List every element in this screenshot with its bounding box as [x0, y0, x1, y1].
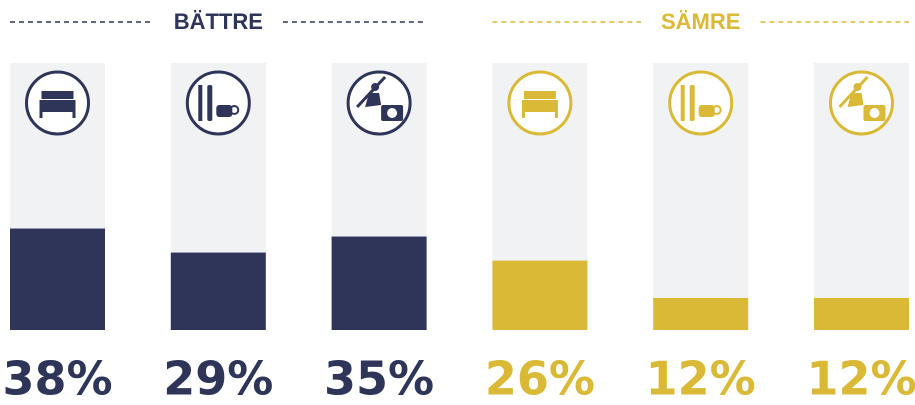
legend-label: BÄTTRE	[174, 9, 263, 34]
icon-part	[554, 112, 558, 118]
value-label: 38%	[2, 352, 112, 405]
icon-part	[521, 112, 525, 118]
icon-part	[198, 85, 203, 121]
value-label: 29%	[163, 352, 273, 405]
bar	[331, 236, 427, 330]
icon-ring	[668, 70, 734, 136]
icon-part	[521, 100, 558, 112]
icon-part	[689, 85, 695, 121]
icon-part	[216, 105, 233, 117]
icon-part	[72, 112, 76, 118]
icon-part	[365, 93, 382, 107]
icon	[346, 70, 412, 136]
icon-part	[39, 112, 43, 118]
icon-part	[711, 105, 722, 115]
icon-part	[680, 85, 685, 121]
icon	[185, 70, 251, 136]
icon	[507, 70, 573, 136]
icon	[668, 70, 734, 136]
icon	[829, 70, 894, 136]
icon	[25, 70, 90, 136]
icon-part	[847, 93, 864, 107]
icon-part	[869, 108, 880, 118]
icon-part	[838, 75, 869, 109]
icon-ring	[185, 70, 251, 136]
icon-part	[39, 100, 76, 112]
value-label: 26%	[485, 352, 595, 405]
value-label: 12%	[646, 352, 756, 405]
bar	[170, 252, 266, 330]
icon-part	[229, 105, 240, 115]
value-label: 35%	[324, 352, 434, 405]
value-label: 12%	[806, 352, 915, 405]
bar	[814, 297, 909, 330]
icon-part	[41, 91, 74, 99]
legend-label: SÄMRE	[661, 9, 740, 34]
icon-part	[356, 75, 387, 109]
icon-part	[387, 108, 398, 118]
icon-part	[698, 105, 715, 117]
icon-part	[207, 85, 213, 121]
icon-part	[523, 91, 556, 99]
bar	[653, 297, 749, 330]
bar	[492, 260, 588, 330]
bar	[10, 228, 105, 330]
